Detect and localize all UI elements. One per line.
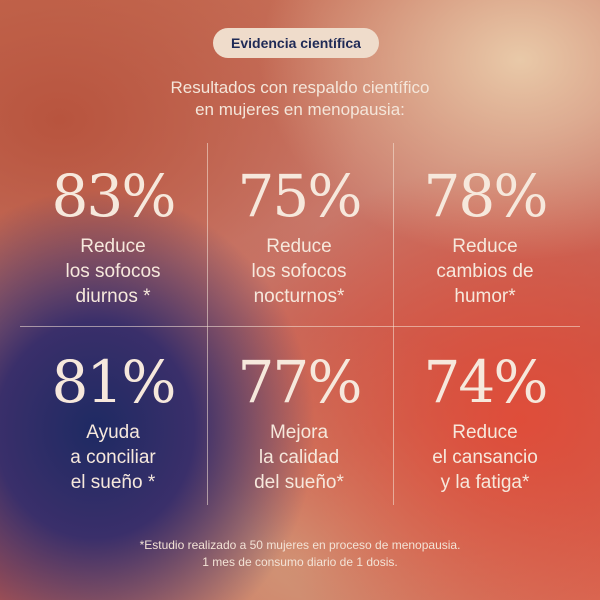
stat-percent: 75% [237, 162, 363, 230]
stat-line: los sofocos [65, 261, 161, 282]
stat-line: el sueño * [70, 472, 156, 493]
grid-divider-vertical [207, 143, 208, 505]
stat-cell: 81% Ayuda a conciliar el sueño * [18, 352, 208, 495]
stat-line: los sofocos [251, 261, 347, 282]
stat-line: Reduce [266, 236, 332, 257]
stat-cell: 77% Mejora la calidad del sueño* [204, 352, 394, 495]
stat-line: a conciliar [70, 447, 156, 468]
footnote-line: *Estudio realizado a 50 mujeres en proce… [139, 538, 461, 552]
stat-line: el cansancio [432, 447, 538, 468]
stat-cell: 75% Reduce los sofocos nocturnos* [204, 166, 394, 309]
footnote: *Estudio realizado a 50 mujeres en proce… [0, 537, 600, 571]
stat-line: y la fatiga* [440, 472, 530, 493]
stat-description: Mejora la calidad del sueño* [204, 420, 394, 495]
grid-divider-vertical [393, 143, 394, 505]
footnote-line: 1 mes de consumo diario de 1 dosis. [202, 555, 398, 569]
stat-percent: 77% [237, 348, 363, 416]
grid-divider-horizontal [20, 326, 580, 327]
intro-line: Resultados con respaldo científico [170, 78, 430, 97]
stat-percent: 78% [423, 162, 549, 230]
stat-line: Reduce [452, 236, 518, 257]
stat-cell: 74% Reduce el cansancio y la fatiga* [390, 352, 580, 495]
stat-line: Reduce [80, 236, 146, 257]
stat-cell: 83% Reduce los sofocos diurnos * [18, 166, 208, 309]
stat-line: nocturnos* [253, 286, 345, 307]
evidence-badge: Evidencia científica [213, 28, 379, 58]
stat-line: Reduce [452, 422, 518, 443]
stat-cell: 78% Reduce cambios de humor* [390, 166, 580, 309]
stat-description: Reduce el cansancio y la fatiga* [390, 420, 580, 495]
intro-line: en mujeres en menopausia: [195, 100, 405, 119]
stat-percent: 74% [423, 348, 549, 416]
stat-description: Reduce los sofocos diurnos * [18, 234, 208, 309]
stat-line: humor* [454, 286, 516, 307]
intro-text: Resultados con respaldo científico en mu… [0, 77, 600, 121]
stat-description: Reduce los sofocos nocturnos* [204, 234, 394, 309]
stat-description: Reduce cambios de humor* [390, 234, 580, 309]
stat-description: Ayuda a conciliar el sueño * [18, 420, 208, 495]
stat-line: cambios de [436, 261, 534, 282]
stat-line: del sueño* [254, 472, 344, 493]
stat-line: Ayuda [86, 422, 140, 443]
stat-percent: 81% [51, 348, 177, 416]
stat-line: Mejora [269, 422, 329, 443]
stat-percent: 83% [51, 162, 177, 230]
stat-line: diurnos * [75, 286, 151, 307]
stat-line: la calidad [258, 447, 340, 468]
